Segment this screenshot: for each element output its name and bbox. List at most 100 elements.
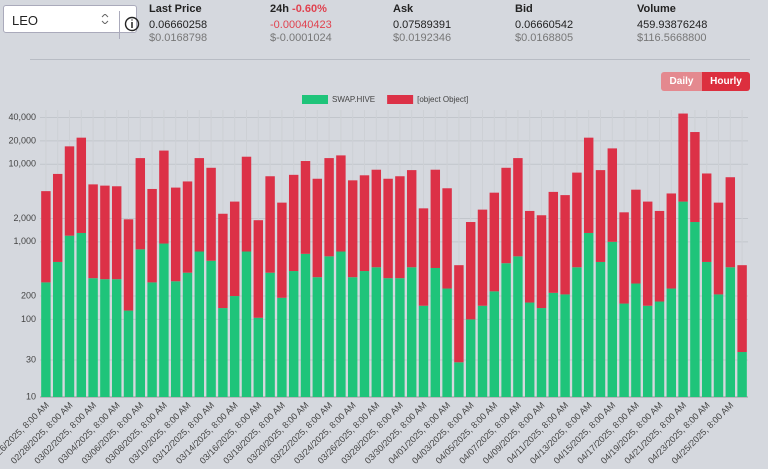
bar-segment xyxy=(666,193,677,289)
bar-segment xyxy=(182,181,193,273)
bar-segment xyxy=(572,172,582,268)
y-tick-label: 100 xyxy=(21,314,36,324)
market-select[interactable]: LEO xyxy=(3,5,140,39)
stat-usd: $0.0168805 xyxy=(515,32,574,44)
stat-change: -0.60% xyxy=(292,3,327,15)
bar-segment xyxy=(229,296,240,397)
stat-value: 0.06660542 xyxy=(515,19,574,31)
y-tick-label: 10 xyxy=(26,391,36,401)
bar-segment xyxy=(41,282,51,397)
stat-value: -0.00040423 xyxy=(270,19,332,31)
bar-segment xyxy=(383,178,393,279)
separator xyxy=(30,59,750,60)
bar-segment xyxy=(194,251,205,397)
bar-segment xyxy=(406,267,417,397)
bar-segment xyxy=(88,184,98,279)
bar-segment xyxy=(454,362,464,397)
bar-segment xyxy=(619,212,629,304)
stat-value: 0.07589391 xyxy=(393,19,452,31)
y-tick-label: 2,000 xyxy=(13,213,36,223)
chevron xyxy=(101,14,109,24)
bar-segment xyxy=(607,241,618,397)
bar-segment xyxy=(595,261,606,397)
bar-segment xyxy=(300,161,311,254)
stat-label: Last Price xyxy=(149,3,202,15)
bar-segment xyxy=(690,132,700,223)
stat-usd: $0.0192346 xyxy=(393,32,452,44)
bar-segment xyxy=(100,185,110,280)
bar-segment xyxy=(241,156,252,252)
stat-value: 459.93876248 xyxy=(637,19,708,31)
y-tick-label: 200 xyxy=(21,290,36,300)
stat-label: Ask xyxy=(393,3,414,15)
bar-segment xyxy=(442,188,452,289)
stat-label: 24h -0.60% xyxy=(270,3,332,16)
daily-button[interactable]: Daily xyxy=(661,72,702,91)
bar-segment xyxy=(76,137,87,233)
bar-segment xyxy=(631,283,641,397)
y-tick-label: 1,000 xyxy=(13,236,36,246)
bar-segment xyxy=(524,302,535,397)
bar-segment xyxy=(465,319,476,397)
bar-segment xyxy=(147,282,157,397)
bar-segment xyxy=(265,272,275,397)
bar-segment xyxy=(288,271,299,397)
bar-segment xyxy=(277,202,287,298)
bar-segment xyxy=(64,235,75,397)
market: LEO xyxy=(12,13,39,28)
hourly-button[interactable]: Hourly xyxy=(702,72,750,91)
bar-segment xyxy=(536,215,547,309)
bar-segment xyxy=(41,191,51,283)
y-tick-label: 10,000 xyxy=(8,159,36,169)
bar-segment xyxy=(100,279,110,397)
bar-segment xyxy=(253,220,264,318)
bar-segment xyxy=(654,301,665,397)
bar-segment xyxy=(111,186,122,280)
bar-segment xyxy=(690,222,700,397)
bar-segment xyxy=(572,267,582,397)
bar-segment xyxy=(418,305,429,397)
bar-segment xyxy=(713,294,724,397)
bar-segment xyxy=(701,261,712,397)
bar-segment xyxy=(194,158,205,252)
bar-segment xyxy=(347,277,358,397)
bar-segment xyxy=(678,201,688,397)
bar-segment xyxy=(619,303,629,397)
bar-segment xyxy=(229,201,240,297)
bar-segment xyxy=(147,188,157,283)
bar-segment xyxy=(737,265,747,353)
legend-swatch xyxy=(302,95,328,104)
bar-segment xyxy=(218,308,228,397)
bar-segment xyxy=(607,148,618,242)
bar-segment xyxy=(418,208,429,306)
bar-segment xyxy=(678,113,688,202)
bar-segment xyxy=(277,297,287,397)
bar-segment xyxy=(135,158,146,250)
y-tick-label: 40,000 xyxy=(8,112,36,122)
bar-segment xyxy=(701,173,712,262)
stat-usd: $116.5668800 xyxy=(637,32,707,44)
bar-segment xyxy=(288,174,299,272)
bar-segment xyxy=(52,261,63,397)
legend-label: [object Object] xyxy=(417,95,468,104)
bar-segment xyxy=(347,180,358,278)
bar-segment xyxy=(583,137,594,233)
bar-segment xyxy=(725,267,736,397)
bar-segment xyxy=(631,189,641,284)
bar-segment xyxy=(737,352,747,397)
bar-segment xyxy=(312,277,323,397)
bar-segment xyxy=(253,317,264,397)
stat-label: Bid xyxy=(515,3,533,15)
bar-segment xyxy=(218,213,228,309)
bar-segment xyxy=(324,158,334,257)
bar-segment xyxy=(430,169,441,268)
bar-segment xyxy=(383,278,393,397)
bar-segment xyxy=(654,210,665,302)
stat: Bid 0.06660542 $0.0168805 xyxy=(515,3,573,45)
stat: 24h -0.60% -0.00040423 $-0.0001024 xyxy=(270,3,332,45)
bar-segment xyxy=(501,167,511,264)
stat-label: 24h xyxy=(270,3,289,15)
info-button[interactable] xyxy=(119,11,144,39)
stat-label: Volume xyxy=(637,3,676,15)
bar-segment xyxy=(395,278,405,397)
